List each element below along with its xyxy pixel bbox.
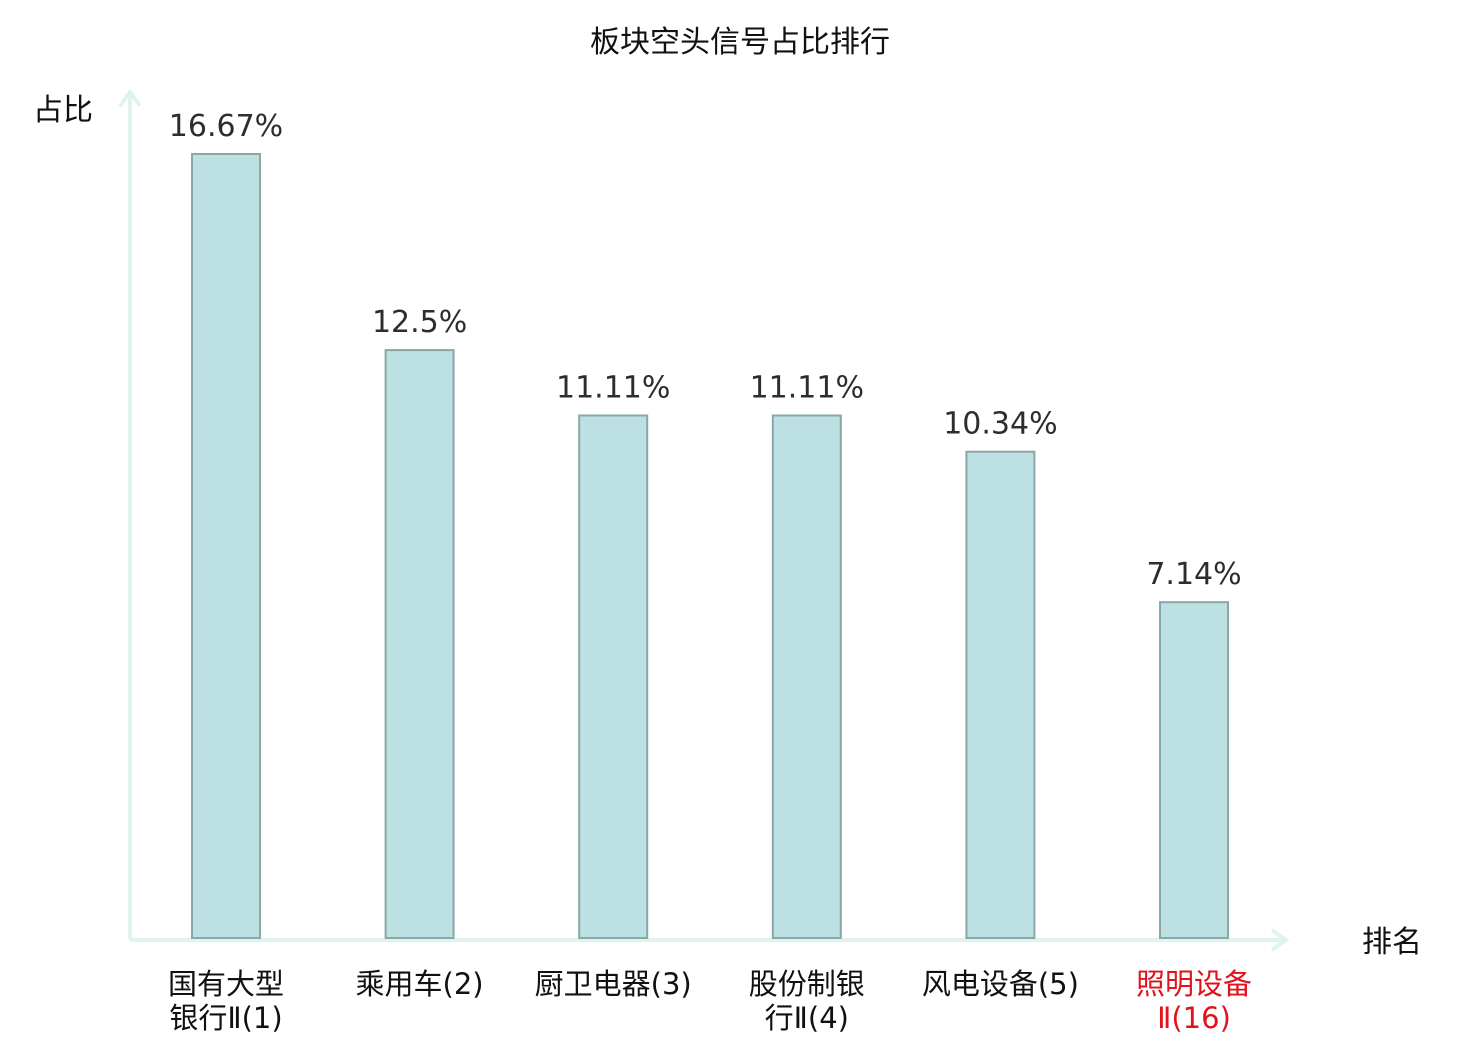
data-label-4: 11.11%: [750, 371, 864, 406]
data-label-1: 16.67%: [169, 109, 283, 144]
bar-4: [771, 414, 842, 939]
data-label-5: 10.34%: [943, 407, 1057, 442]
x-axis-label: 排名: [1362, 925, 1422, 960]
x-axis: 排名: [130, 925, 1422, 960]
y-axis-label: 占比: [33, 93, 93, 128]
bar-3: [578, 414, 649, 939]
category-label-1: 国有大型银行Ⅱ(1): [168, 967, 284, 1035]
category-label-line: 风电设备(5): [922, 967, 1079, 1001]
category-label-2: 乘用车(2): [356, 967, 484, 1001]
category-label-line: 厨卫电器(3): [535, 967, 692, 1001]
category-label-line: 国有大型: [168, 967, 284, 1001]
bar-2: [384, 349, 455, 940]
category-label-6: 照明设备 Ⅱ(16): [1136, 967, 1252, 1035]
category-label-line: 照明设备: [1136, 967, 1252, 1001]
category-label-line: 股份制银: [749, 967, 865, 1001]
bar-6: [1159, 601, 1229, 939]
category-label-line: 银行Ⅱ(1): [169, 1001, 282, 1035]
data-label-3: 11.11%: [556, 371, 670, 406]
y-axis-arrow-icon: [118, 88, 142, 108]
category-label-4: 股份制银行Ⅱ(4): [749, 967, 865, 1035]
data-label-2: 12.5%: [372, 305, 467, 340]
category-label-line: Ⅱ(16): [1157, 1001, 1231, 1035]
category-label-line: 行Ⅱ(4): [765, 1001, 849, 1035]
category-label-3: 厨卫电器(3): [535, 967, 692, 1001]
category-label-5: 风电设备(5): [922, 967, 1079, 1001]
bars: [191, 153, 1229, 940]
x-axis-arrow-icon: [1270, 928, 1290, 952]
bar-1: [191, 153, 261, 939]
data-label-6: 7.14%: [1146, 557, 1241, 592]
data-labels: 16.67% 12.5% 11.11% 11.11% 10.34% 7.14%: [169, 109, 1242, 592]
category-label-line: 乘用车(2): [356, 967, 484, 1001]
bar-5: [965, 450, 1036, 939]
y-axis: 占比: [33, 88, 142, 940]
chart-title: 板块空头信号占比排行: [590, 25, 890, 60]
category-labels: 国有大型银行Ⅱ(1) 乘用车(2) 厨卫电器(3) 股份制银行Ⅱ(4) 风电设备(5) 照…: [168, 967, 1252, 1035]
